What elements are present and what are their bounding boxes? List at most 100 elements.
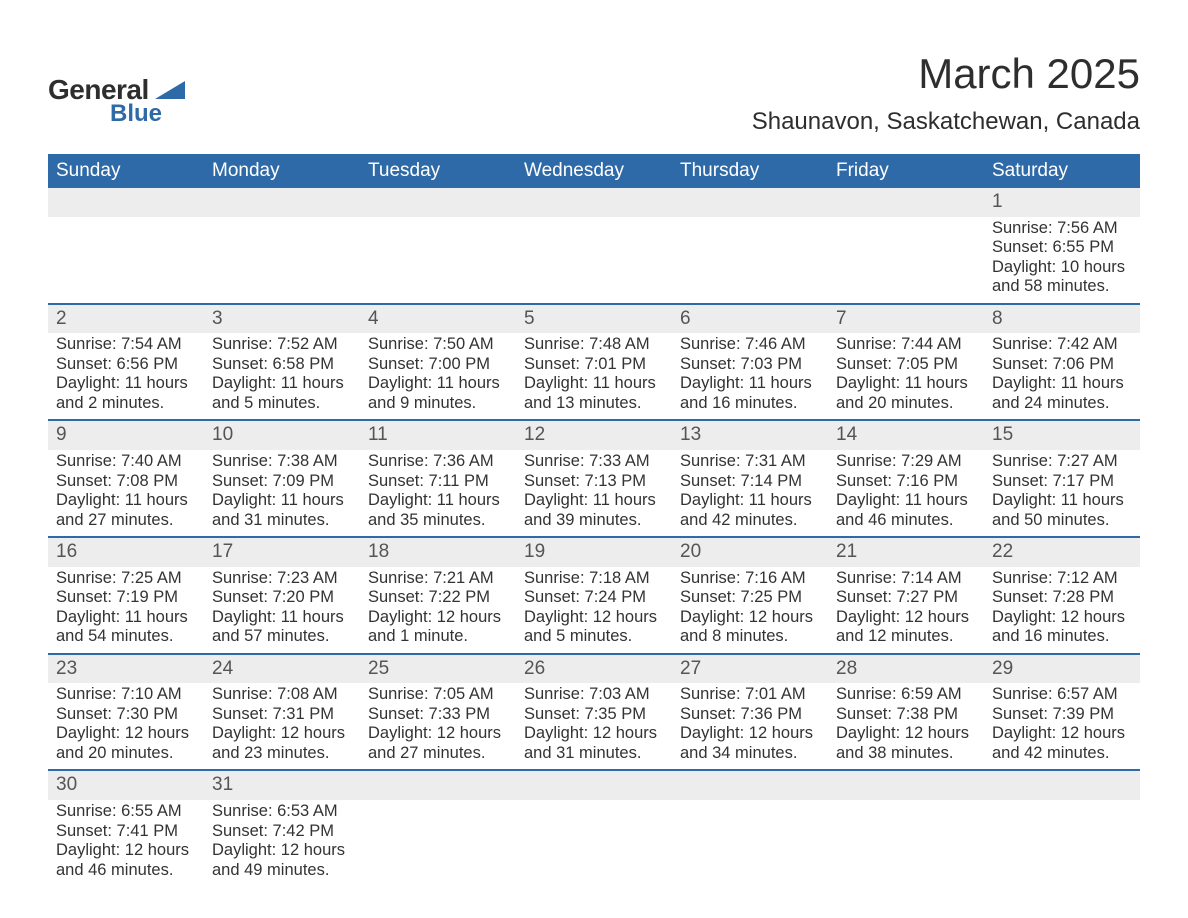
day-dl2: and 5 minutes. xyxy=(212,394,352,413)
day-sunrise: Sunrise: 7:21 AM xyxy=(368,569,508,588)
day-number-cell: 18 xyxy=(360,537,516,567)
day-number-cell xyxy=(204,188,360,217)
day-number-cell xyxy=(360,770,516,800)
day-number-cell: 19 xyxy=(516,537,672,567)
day-number: 3 xyxy=(204,305,360,334)
day-body-cell: Sunrise: 7:33 AMSunset: 7:13 PMDaylight:… xyxy=(516,450,672,537)
day-number-cell xyxy=(48,188,204,217)
day-number-cell: 17 xyxy=(204,537,360,567)
weekday-header: Friday xyxy=(828,154,984,188)
day-number-cell: 23 xyxy=(48,654,204,684)
weekday-header: Sunday xyxy=(48,154,204,188)
day-sunset: Sunset: 7:14 PM xyxy=(680,472,820,491)
day-sunrise: Sunrise: 7:46 AM xyxy=(680,335,820,354)
day-dl1: Daylight: 11 hours xyxy=(680,491,820,510)
day-sunrise: Sunrise: 7:18 AM xyxy=(524,569,664,588)
day-body-cell: Sunrise: 7:56 AMSunset: 6:55 PMDaylight:… xyxy=(984,217,1140,304)
day-body-cell: Sunrise: 7:03 AMSunset: 7:35 PMDaylight:… xyxy=(516,683,672,770)
day-sunset: Sunset: 7:31 PM xyxy=(212,705,352,724)
day-dl1: Daylight: 12 hours xyxy=(524,608,664,627)
day-body-cell: Sunrise: 7:21 AMSunset: 7:22 PMDaylight:… xyxy=(360,567,516,654)
day-dl1: Daylight: 11 hours xyxy=(212,608,352,627)
day-dl2: and 35 minutes. xyxy=(368,511,508,530)
day-number: 12 xyxy=(516,421,672,450)
day-number: 31 xyxy=(204,771,360,800)
day-body-cell: Sunrise: 7:10 AMSunset: 7:30 PMDaylight:… xyxy=(48,683,204,770)
day-sunrise: Sunrise: 7:23 AM xyxy=(212,569,352,588)
weekday-header: Wednesday xyxy=(516,154,672,188)
day-sunrise: Sunrise: 7:25 AM xyxy=(56,569,196,588)
day-dl2: and 12 minutes. xyxy=(836,627,976,646)
day-number: 23 xyxy=(48,655,204,684)
day-dl2: and 46 minutes. xyxy=(56,861,196,880)
day-number: 15 xyxy=(984,421,1140,450)
day-sunrise: Sunrise: 7:38 AM xyxy=(212,452,352,471)
day-number-cell: 5 xyxy=(516,304,672,334)
day-body-cell xyxy=(360,800,516,886)
day-dl1: Daylight: 12 hours xyxy=(992,608,1132,627)
day-number: 5 xyxy=(516,305,672,334)
day-body-cell: Sunrise: 7:42 AMSunset: 7:06 PMDaylight:… xyxy=(984,333,1140,420)
day-number: 18 xyxy=(360,538,516,567)
day-dl2: and 34 minutes. xyxy=(680,744,820,763)
day-dl2: and 27 minutes. xyxy=(368,744,508,763)
day-number: 7 xyxy=(828,305,984,334)
day-sunrise: Sunrise: 7:44 AM xyxy=(836,335,976,354)
title-block: March 2025 Shaunavon, Saskatchewan, Cana… xyxy=(752,50,1140,136)
day-sunset: Sunset: 6:56 PM xyxy=(56,355,196,374)
day-dl2: and 13 minutes. xyxy=(524,394,664,413)
day-body-cell: Sunrise: 6:55 AMSunset: 7:41 PMDaylight:… xyxy=(48,800,204,886)
day-number: 29 xyxy=(984,655,1140,684)
day-number-cell: 27 xyxy=(672,654,828,684)
day-number: 6 xyxy=(672,305,828,334)
day-number-cell: 22 xyxy=(984,537,1140,567)
day-number: 28 xyxy=(828,655,984,684)
day-number-cell: 29 xyxy=(984,654,1140,684)
day-body-cell: Sunrise: 7:38 AMSunset: 7:09 PMDaylight:… xyxy=(204,450,360,537)
day-sunset: Sunset: 7:05 PM xyxy=(836,355,976,374)
day-number-cell: 3 xyxy=(204,304,360,334)
day-sunset: Sunset: 7:08 PM xyxy=(56,472,196,491)
day-number: 8 xyxy=(984,305,1140,334)
day-body-cell: Sunrise: 7:52 AMSunset: 6:58 PMDaylight:… xyxy=(204,333,360,420)
logo-word2: Blue xyxy=(110,100,162,128)
day-body-cell: Sunrise: 7:14 AMSunset: 7:27 PMDaylight:… xyxy=(828,567,984,654)
day-number-cell xyxy=(516,188,672,217)
week-daynum-row: 16171819202122 xyxy=(48,537,1140,567)
day-sunrise: Sunrise: 7:50 AM xyxy=(368,335,508,354)
day-body-cell: Sunrise: 7:25 AMSunset: 7:19 PMDaylight:… xyxy=(48,567,204,654)
day-sunrise: Sunrise: 6:53 AM xyxy=(212,802,352,821)
day-number-cell: 26 xyxy=(516,654,672,684)
day-sunset: Sunset: 7:25 PM xyxy=(680,588,820,607)
day-number-cell: 10 xyxy=(204,420,360,450)
day-number-cell: 15 xyxy=(984,420,1140,450)
day-dl1: Daylight: 12 hours xyxy=(524,724,664,743)
day-number: 11 xyxy=(360,421,516,450)
day-sunset: Sunset: 7:30 PM xyxy=(56,705,196,724)
day-number: 16 xyxy=(48,538,204,567)
day-dl2: and 42 minutes. xyxy=(680,511,820,530)
day-number: 2 xyxy=(48,305,204,334)
day-body-cell: Sunrise: 7:40 AMSunset: 7:08 PMDaylight:… xyxy=(48,450,204,537)
day-sunset: Sunset: 7:03 PM xyxy=(680,355,820,374)
day-body-cell xyxy=(672,217,828,304)
day-dl2: and 31 minutes. xyxy=(524,744,664,763)
day-number-cell: 21 xyxy=(828,537,984,567)
week-daynum-row: 9101112131415 xyxy=(48,420,1140,450)
day-number: 1 xyxy=(984,188,1140,217)
day-body-cell: Sunrise: 7:29 AMSunset: 7:16 PMDaylight:… xyxy=(828,450,984,537)
day-dl2: and 23 minutes. xyxy=(212,744,352,763)
day-dl2: and 46 minutes. xyxy=(836,511,976,530)
day-sunset: Sunset: 7:28 PM xyxy=(992,588,1132,607)
day-body-cell xyxy=(360,217,516,304)
day-number-cell: 25 xyxy=(360,654,516,684)
day-body-cell: Sunrise: 7:08 AMSunset: 7:31 PMDaylight:… xyxy=(204,683,360,770)
day-body-cell: Sunrise: 7:54 AMSunset: 6:56 PMDaylight:… xyxy=(48,333,204,420)
day-dl1: Daylight: 12 hours xyxy=(992,724,1132,743)
day-dl1: Daylight: 11 hours xyxy=(680,374,820,393)
day-number-cell: 1 xyxy=(984,188,1140,217)
day-sunrise: Sunrise: 7:16 AM xyxy=(680,569,820,588)
day-dl2: and 20 minutes. xyxy=(836,394,976,413)
day-dl2: and 58 minutes. xyxy=(992,277,1132,296)
day-number: 27 xyxy=(672,655,828,684)
